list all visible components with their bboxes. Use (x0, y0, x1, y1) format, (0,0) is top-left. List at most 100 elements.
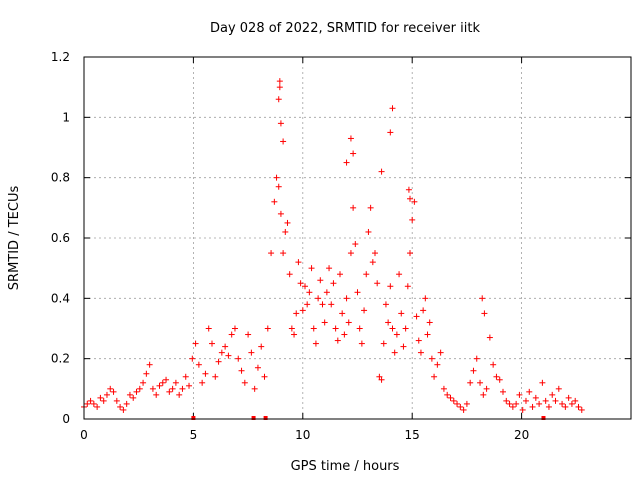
data-point (575, 403, 582, 410)
data-point (367, 204, 374, 211)
data-point (396, 271, 403, 278)
data-point (542, 397, 549, 404)
data-point (356, 325, 363, 332)
data-point (552, 397, 559, 404)
data-point (84, 400, 91, 407)
data-point (182, 373, 189, 380)
data-point (273, 174, 280, 181)
data-point-marker (251, 416, 256, 420)
data-point (503, 397, 510, 404)
data-point (437, 349, 444, 356)
data-point (417, 349, 424, 356)
data-point (479, 295, 486, 302)
data-point (264, 325, 271, 332)
data-point (568, 400, 575, 407)
data-point (519, 406, 526, 413)
data-point (103, 391, 110, 398)
data-point (522, 397, 529, 404)
data-point (361, 307, 368, 314)
data-point (143, 370, 150, 377)
data-point (202, 370, 209, 377)
data-point (297, 280, 304, 287)
data-point (506, 400, 513, 407)
data-point (536, 400, 543, 407)
y-tick-label: 0.2 (51, 352, 70, 366)
data-point (205, 325, 212, 332)
data-point (295, 259, 302, 266)
data-point (409, 216, 416, 223)
data-point (496, 376, 503, 383)
data-point (480, 391, 487, 398)
data-point (407, 195, 414, 202)
data-point (493, 373, 500, 380)
data-point (199, 379, 206, 386)
data-point (156, 382, 163, 389)
data-point (549, 391, 556, 398)
x-axis-label: GPS time / hours (291, 459, 400, 474)
data-point (306, 289, 313, 296)
data-point (572, 397, 579, 404)
data-point (120, 406, 127, 413)
data-point (532, 394, 539, 401)
data-point (374, 280, 381, 287)
data-point (473, 355, 480, 362)
data-point (166, 388, 173, 395)
data-point (336, 271, 343, 278)
y-axis-label: SRMTID / TECUs (7, 186, 22, 291)
data-point (467, 379, 474, 386)
data-point (382, 301, 389, 308)
data-point (431, 373, 438, 380)
data-point (231, 325, 238, 332)
data-point (350, 150, 357, 157)
data-point (275, 96, 282, 103)
plot-frame (83, 56, 632, 420)
data-point (140, 379, 147, 386)
data-point (389, 325, 396, 332)
x-tick-label: 10 (295, 428, 310, 442)
data-point (500, 388, 507, 395)
data-point (275, 183, 282, 190)
data-point (460, 406, 467, 413)
data-point (195, 361, 202, 368)
data-point (424, 331, 431, 338)
data-point (304, 301, 311, 308)
data-point (415, 337, 422, 344)
data-point (545, 403, 552, 410)
y-tick-label: 1.2 (51, 50, 70, 64)
data-point (454, 400, 461, 407)
data-point-marker (541, 416, 546, 420)
data-point (169, 385, 176, 392)
data-point (238, 367, 245, 374)
data-point (277, 120, 284, 127)
data-point (402, 325, 409, 332)
data-point (172, 379, 179, 386)
data-point (215, 358, 222, 365)
data-point (477, 379, 484, 386)
data-point (422, 295, 429, 302)
data-point (110, 388, 117, 395)
data-point (330, 280, 337, 287)
data-point (315, 295, 322, 302)
data-point (352, 241, 359, 248)
data-point (513, 400, 520, 407)
data-point (339, 310, 346, 317)
x-tick-label: 20 (514, 428, 529, 442)
data-point (404, 283, 411, 290)
data-point (516, 391, 523, 398)
x-tick-label: 15 (405, 428, 420, 442)
data-point (176, 391, 183, 398)
data-point (280, 250, 287, 257)
data-point (149, 385, 156, 392)
data-point (483, 385, 490, 392)
data-point (276, 78, 283, 85)
data-point (251, 385, 258, 392)
data-point (389, 105, 396, 112)
data-point (405, 186, 412, 193)
data-point (192, 340, 199, 347)
data-point (97, 394, 104, 401)
data-point (113, 397, 120, 404)
data-point (299, 307, 306, 314)
data-point (354, 289, 361, 296)
data-point (100, 397, 107, 404)
